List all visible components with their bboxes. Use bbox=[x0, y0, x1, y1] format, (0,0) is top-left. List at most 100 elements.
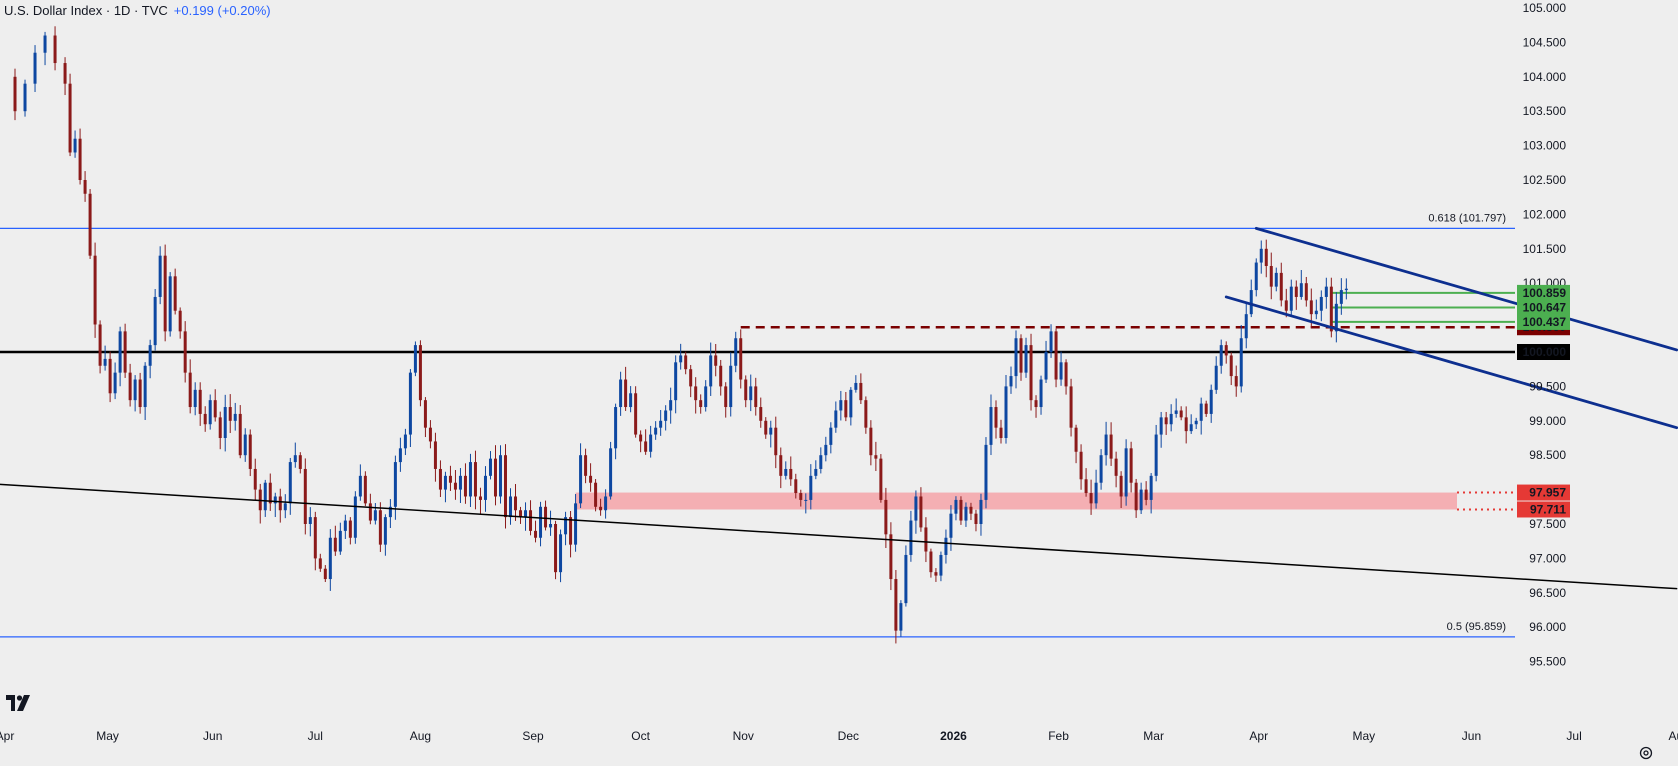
candle-body bbox=[13, 76, 17, 112]
candle-body bbox=[423, 400, 427, 428]
price-change: +0.199 (+0.20%) bbox=[173, 3, 271, 18]
candle-body bbox=[1094, 482, 1098, 504]
candle-body bbox=[298, 455, 302, 469]
candle-body bbox=[1219, 345, 1223, 366]
candle-body bbox=[118, 331, 122, 373]
candle-body bbox=[594, 482, 598, 507]
candle-body bbox=[463, 475, 467, 497]
price-tag-label: 97.711 bbox=[1530, 502, 1566, 516]
y-tick-label: 97.500 bbox=[1529, 517, 1566, 531]
candle-body bbox=[263, 482, 267, 511]
x-tick-label: Dec bbox=[838, 729, 859, 743]
candle-body bbox=[1184, 417, 1188, 432]
candle-body bbox=[1189, 424, 1193, 432]
y-tick-label: 96.000 bbox=[1529, 620, 1566, 634]
x-tick-label: 2026 bbox=[940, 729, 967, 743]
x-tick-label: Sep bbox=[522, 729, 544, 743]
candle-body bbox=[438, 468, 442, 490]
candle-body bbox=[754, 386, 758, 408]
candle-body bbox=[619, 379, 623, 408]
candle-body bbox=[163, 255, 167, 332]
candle-body bbox=[779, 455, 783, 476]
candle-body bbox=[98, 324, 102, 366]
candle-body bbox=[443, 475, 447, 490]
candle-body bbox=[1204, 403, 1208, 414]
candle-body bbox=[1089, 493, 1093, 504]
x-tick-label: Apr bbox=[0, 729, 14, 743]
candle-body bbox=[23, 83, 27, 112]
candle-body bbox=[448, 475, 452, 483]
candle-body bbox=[1239, 338, 1243, 387]
candle-body bbox=[639, 434, 643, 442]
candle-body bbox=[1069, 386, 1073, 428]
candle-body bbox=[1289, 286, 1293, 311]
candle-body bbox=[834, 410, 838, 428]
candle-body bbox=[333, 537, 337, 552]
candle-body bbox=[974, 513, 978, 524]
candle-body bbox=[1114, 458, 1118, 476]
candle-body bbox=[1319, 296, 1323, 311]
candle-body bbox=[383, 517, 387, 545]
candle-body bbox=[183, 331, 187, 373]
candle-body bbox=[218, 417, 222, 438]
candle-body bbox=[1339, 290, 1343, 304]
candle-body bbox=[353, 496, 357, 538]
candle-body bbox=[488, 458, 492, 476]
candle-body bbox=[493, 458, 497, 497]
candle-body bbox=[1059, 362, 1063, 380]
candle-body bbox=[1329, 286, 1333, 332]
candle-body bbox=[1299, 283, 1303, 297]
y-tick-label: 104.500 bbox=[1523, 35, 1567, 49]
candle-body bbox=[378, 510, 382, 545]
candle-body bbox=[113, 372, 117, 394]
candle-body bbox=[1269, 266, 1273, 287]
tradingview-logo-icon[interactable] bbox=[6, 693, 36, 718]
settings-gear-icon[interactable] bbox=[1638, 745, 1654, 766]
candle-body bbox=[854, 382, 858, 390]
candle-body bbox=[1334, 303, 1338, 332]
candle-body bbox=[959, 499, 963, 521]
candle-body bbox=[388, 506, 392, 518]
candle-body bbox=[238, 413, 242, 456]
candle-body bbox=[744, 379, 748, 401]
candle-body bbox=[1079, 451, 1083, 480]
y-tick-label: 99.500 bbox=[1529, 379, 1566, 393]
symbol-title[interactable]: U.S. Dollar Index · 1D · TVC bbox=[4, 3, 168, 18]
candle-body bbox=[83, 180, 87, 194]
candle-body bbox=[313, 517, 317, 559]
price-tag bbox=[1517, 501, 1570, 518]
trendline-channel-lower bbox=[1224, 295, 1678, 430]
candle-body bbox=[1194, 420, 1198, 425]
candle-body bbox=[794, 479, 798, 494]
candle-body bbox=[634, 393, 638, 435]
candle-body bbox=[929, 551, 933, 573]
candle-body bbox=[203, 413, 207, 425]
candle-body bbox=[679, 355, 683, 363]
candle-body bbox=[1344, 288, 1348, 291]
candle-body bbox=[338, 530, 342, 552]
price-tag bbox=[1517, 344, 1570, 360]
candle-body bbox=[709, 355, 713, 387]
candle-body bbox=[589, 475, 593, 483]
candle-body bbox=[554, 524, 558, 573]
y-tick-label: 101.500 bbox=[1523, 242, 1567, 256]
candle-body bbox=[1214, 365, 1218, 390]
candle-body bbox=[979, 499, 983, 524]
candle-body bbox=[1029, 345, 1033, 401]
candle-body bbox=[814, 468, 818, 476]
candle-body bbox=[1164, 417, 1168, 425]
candle-body bbox=[584, 455, 588, 476]
candle-body bbox=[964, 506, 968, 521]
candle-body bbox=[674, 362, 678, 401]
candle-body bbox=[569, 517, 573, 545]
candle-body bbox=[1304, 283, 1308, 301]
fib-line-label: 0.5 (95.859) bbox=[1447, 621, 1506, 633]
candle-body bbox=[529, 510, 533, 531]
candle-body bbox=[393, 462, 397, 507]
candle-body bbox=[153, 296, 157, 346]
candle-body bbox=[609, 448, 613, 497]
candle-body bbox=[458, 475, 462, 490]
candle-body bbox=[759, 407, 763, 421]
trendline-channel-upper bbox=[1254, 226, 1678, 352]
